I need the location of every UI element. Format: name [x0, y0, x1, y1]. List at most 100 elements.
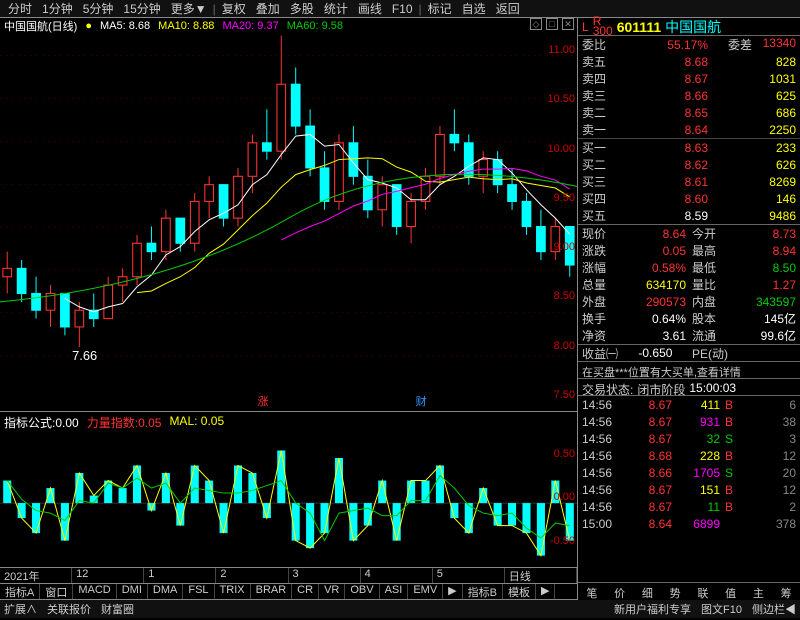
tab[interactable]: 15分钟	[119, 0, 164, 17]
tab[interactable]: 更多▼	[167, 0, 211, 17]
separator: |	[419, 2, 422, 16]
tab[interactable]: 势	[661, 583, 689, 600]
indicator-btn[interactable]: 窗口	[40, 584, 73, 599]
order-row: 买一8.63233	[578, 139, 800, 156]
sub-tag: R300	[593, 17, 613, 37]
marker[interactable]: 财	[416, 393, 427, 409]
ma-indicator-line: 中国国航(日线) ● MA5: 8.68 MA10: 8.88 MA20: 9.…	[0, 18, 577, 34]
indicator-btn[interactable]: ASI	[380, 584, 409, 599]
tab[interactable]: 联	[689, 583, 717, 600]
indicator-btn[interactable]: TRIX	[215, 584, 251, 599]
indicator-btn[interactable]: ▶	[536, 584, 555, 599]
tab[interactable]: 5分钟	[79, 0, 118, 17]
tab[interactable]: 筹	[772, 583, 800, 600]
notice-bar[interactable]: 在买盘***位置有大买单,查看详情	[578, 362, 800, 379]
trade-status: 交易状态:闭市阶段15:00:03	[578, 379, 800, 396]
order-row: 卖一8.642250	[578, 121, 800, 138]
stock-header: L R300 601111 中国国航	[578, 18, 800, 36]
marker[interactable]: 涨	[257, 393, 268, 409]
indicator-btn[interactable]: DMI	[117, 584, 148, 599]
btn[interactable]: 扩展∧	[4, 601, 37, 617]
indicator-btn[interactable]: CR	[292, 584, 319, 599]
tab[interactable]: 返回	[492, 0, 524, 17]
btn[interactable]: 关联报价	[47, 601, 91, 617]
order-row: 卖四8.671031	[578, 70, 800, 87]
order-row: 卖五8.68828	[578, 53, 800, 70]
quote-row: 涨跌0.05最高8.94	[578, 242, 800, 259]
order-row: 买三8.618269	[578, 173, 800, 190]
svg-text:7.66: 7.66	[72, 348, 97, 363]
btn[interactable]: 图文F10	[701, 601, 742, 617]
indicator-btn[interactable]: FSL	[183, 584, 214, 599]
price-y-axis: 11.0010.5010.009.50 9.008.508.007.50	[537, 34, 577, 411]
ma10-label: MA10: 8.88	[158, 20, 214, 32]
quote-table: 现价8.64今开8.73涨跌0.05最高8.94涨幅0.58%最低8.50总量6…	[578, 225, 800, 345]
indicator-btn[interactable]: ▶	[443, 584, 462, 599]
dot-icon: ●	[85, 20, 92, 32]
trade-row: 14:568.6732S3	[578, 430, 800, 447]
indicator-svg	[0, 428, 577, 578]
promo-text[interactable]: 新用户福利专享	[614, 601, 691, 617]
indicator-btn[interactable]: 指标A	[0, 584, 40, 599]
trade-row: 15:008.646899378	[578, 515, 800, 532]
quote-row: 现价8.64今开8.73	[578, 225, 800, 242]
tab[interactable]: 价	[606, 583, 634, 600]
kline-chart[interactable]: 11.387.66 11.0010.5010.009.50 9.008.508.…	[0, 34, 577, 412]
tab[interactable]: 复权	[218, 0, 250, 17]
indicator-btn[interactable]: EMV	[408, 584, 443, 599]
control-icon[interactable]: ◇	[530, 18, 542, 30]
close-icon[interactable]: ✕	[562, 18, 574, 30]
tab[interactable]: 1分钟	[38, 0, 77, 17]
control-icon[interactable]: □	[546, 18, 558, 30]
prefix: L	[582, 20, 589, 34]
btn[interactable]: 财富圈	[101, 601, 134, 617]
indicator-btn[interactable]: BRAR	[251, 584, 293, 599]
ma5-label: MA5: 8.68	[100, 20, 150, 32]
indicator-buttons: 指标A窗口MACDDMIDMAFSLTRIXBRARCRVROBVASIEMV▶…	[0, 584, 577, 600]
trade-row: 14:568.67931B38	[578, 413, 800, 430]
indicator-btn[interactable]: 指标B	[463, 584, 503, 599]
order-row: 卖三8.66625	[578, 87, 800, 104]
trade-row: 14:568.68228B12	[578, 447, 800, 464]
quote-row: 总量634170量比1.27	[578, 276, 800, 293]
tab[interactable]: 画线	[354, 0, 386, 17]
indicator-chart[interactable]: 0.500.00-0.50	[0, 428, 577, 568]
tab[interactable]: 主	[745, 583, 773, 600]
candlestick-svg: 11.387.66	[0, 34, 577, 377]
tab[interactable]: 叠加	[252, 0, 284, 17]
indicator-y-axis: 0.500.00-0.50	[537, 428, 577, 567]
indicator-btn[interactable]: OBV	[345, 584, 379, 599]
tab[interactable]: 分时	[4, 0, 36, 17]
separator: |	[213, 2, 216, 16]
tab[interactable]: 标记	[424, 0, 456, 17]
indicator-btn[interactable]: DMA	[148, 584, 183, 599]
right-bottom-tabs: 笔价细势联值主筹	[578, 582, 800, 600]
order-row: 买四8.60146	[578, 190, 800, 207]
bottom-bar: 扩展∧ 关联报价 财富圈 新用户福利专享 图文F10 侧边栏◀	[0, 600, 800, 618]
ma60-label: MA60: 9.58	[287, 20, 343, 32]
stock-name[interactable]: 中国国航	[665, 17, 721, 37]
top-toolbar: 分时 1分钟 5分钟 15分钟 更多▼ | 复权 叠加 多股 统计 画线 F10…	[0, 0, 800, 18]
indicator-btn[interactable]: VR	[319, 584, 345, 599]
order-row: 卖二8.65686	[578, 104, 800, 121]
tab[interactable]: 细	[634, 583, 662, 600]
trade-row: 14:568.67151B12	[578, 481, 800, 498]
stock-code[interactable]: 601111	[617, 19, 661, 35]
tab[interactable]: 统计	[320, 0, 352, 17]
chart-controls: ◇ □ ✕	[530, 18, 574, 30]
indicator-title: 指标公式:0.00 力量指数:0.05 MAL: 0.05	[0, 412, 577, 428]
pe-row: 收益㈠-0.650 PE(动)	[578, 345, 800, 362]
btn[interactable]: 侧边栏◀	[752, 601, 796, 617]
tab[interactable]: F10	[388, 2, 417, 16]
indicator-btn[interactable]: MACD	[73, 584, 116, 599]
indicator-btn[interactable]: 模板	[503, 584, 536, 599]
trade-row: 14:568.661705S20	[578, 464, 800, 481]
tab[interactable]: 笔	[578, 583, 606, 600]
ma20-label: MA20: 9.37	[222, 20, 278, 32]
tab[interactable]: 多股	[286, 0, 318, 17]
tab[interactable]: 值	[717, 583, 745, 600]
quote-row: 外盘290573内盘343597	[578, 293, 800, 310]
order-row: 买五8.599486	[578, 207, 800, 224]
tab[interactable]: 自选	[458, 0, 490, 17]
chart-title: 中国国航(日线)	[4, 18, 77, 34]
